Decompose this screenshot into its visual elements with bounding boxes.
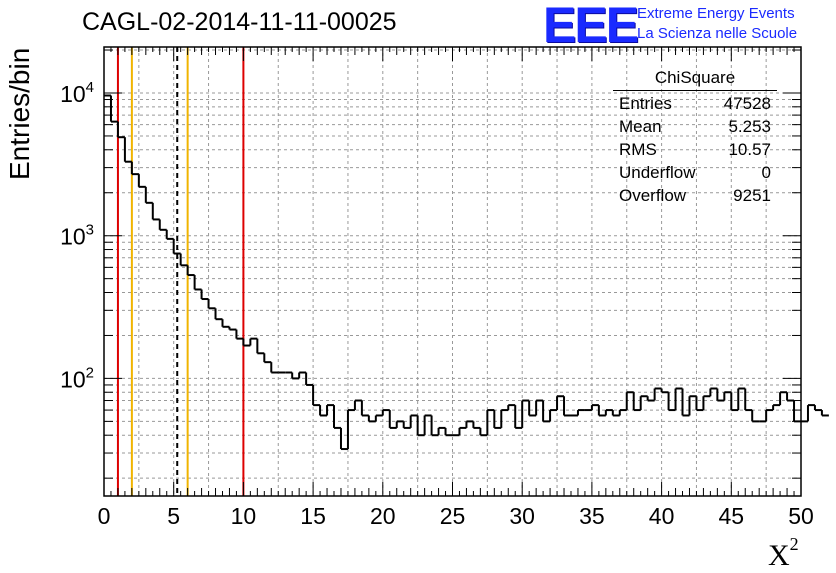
y-tick-label: 103 — [60, 222, 94, 250]
x-tick-label: 35 — [579, 503, 605, 529]
x-axis-label-base: X — [768, 539, 790, 572]
logo-line-2: La Scienza nelle Scuole — [637, 25, 798, 42]
stats-value: 10.57 — [728, 140, 771, 159]
x-tick-label: 25 — [440, 503, 466, 529]
stats-label: Overflow — [619, 186, 687, 205]
chart-title: CAGL-02-2014-11-11-00025 — [82, 8, 397, 36]
x-axis-label: X2 — [768, 534, 799, 573]
stats-value: 0 — [761, 163, 771, 182]
stats-row: Entries 47528 — [613, 92, 777, 115]
x-tick-label: 30 — [509, 503, 535, 529]
stats-row: Underflow 0 — [613, 161, 777, 184]
logo-line-1: Extreme Energy Events — [637, 5, 795, 22]
x-axis-label-exponent: 2 — [789, 534, 799, 554]
stats-row: RMS 10.57 — [613, 138, 777, 161]
stats-row: Mean 5.253 — [613, 115, 777, 138]
x-tick-label: 10 — [231, 503, 257, 529]
logo-caption: Extreme Energy Events La Scienza nelle S… — [637, 4, 797, 44]
eee-logo: EEE — [543, 0, 639, 53]
stats-label: RMS — [619, 140, 657, 159]
stats-value: 9251 — [733, 186, 771, 205]
x-tick-label: 40 — [649, 503, 675, 529]
stats-label: Mean — [619, 117, 662, 136]
stats-label: Underflow — [619, 163, 696, 182]
y-tick-label: 102 — [60, 364, 94, 392]
stats-value: 47528 — [723, 94, 771, 113]
stats-row: Overflow 9251 — [613, 184, 777, 207]
y-axis-label: Entries/bin — [4, 47, 35, 180]
y-tick-label: 104 — [60, 79, 94, 107]
stats-box: ChiSquare Entries 47528 Mean 5.253 RMS 10.5… — [613, 68, 777, 207]
x-tick-label: 5 — [167, 503, 180, 529]
x-tick-label: 45 — [719, 503, 745, 529]
x-tick-label: 0 — [98, 503, 111, 529]
stats-value: 5.253 — [728, 117, 771, 136]
stats-name: ChiSquare — [613, 68, 777, 91]
x-tick-label: 50 — [788, 503, 814, 529]
x-tick-label: 20 — [370, 503, 396, 529]
stats-label: Entries — [619, 94, 672, 113]
x-tick-label: 15 — [300, 503, 326, 529]
